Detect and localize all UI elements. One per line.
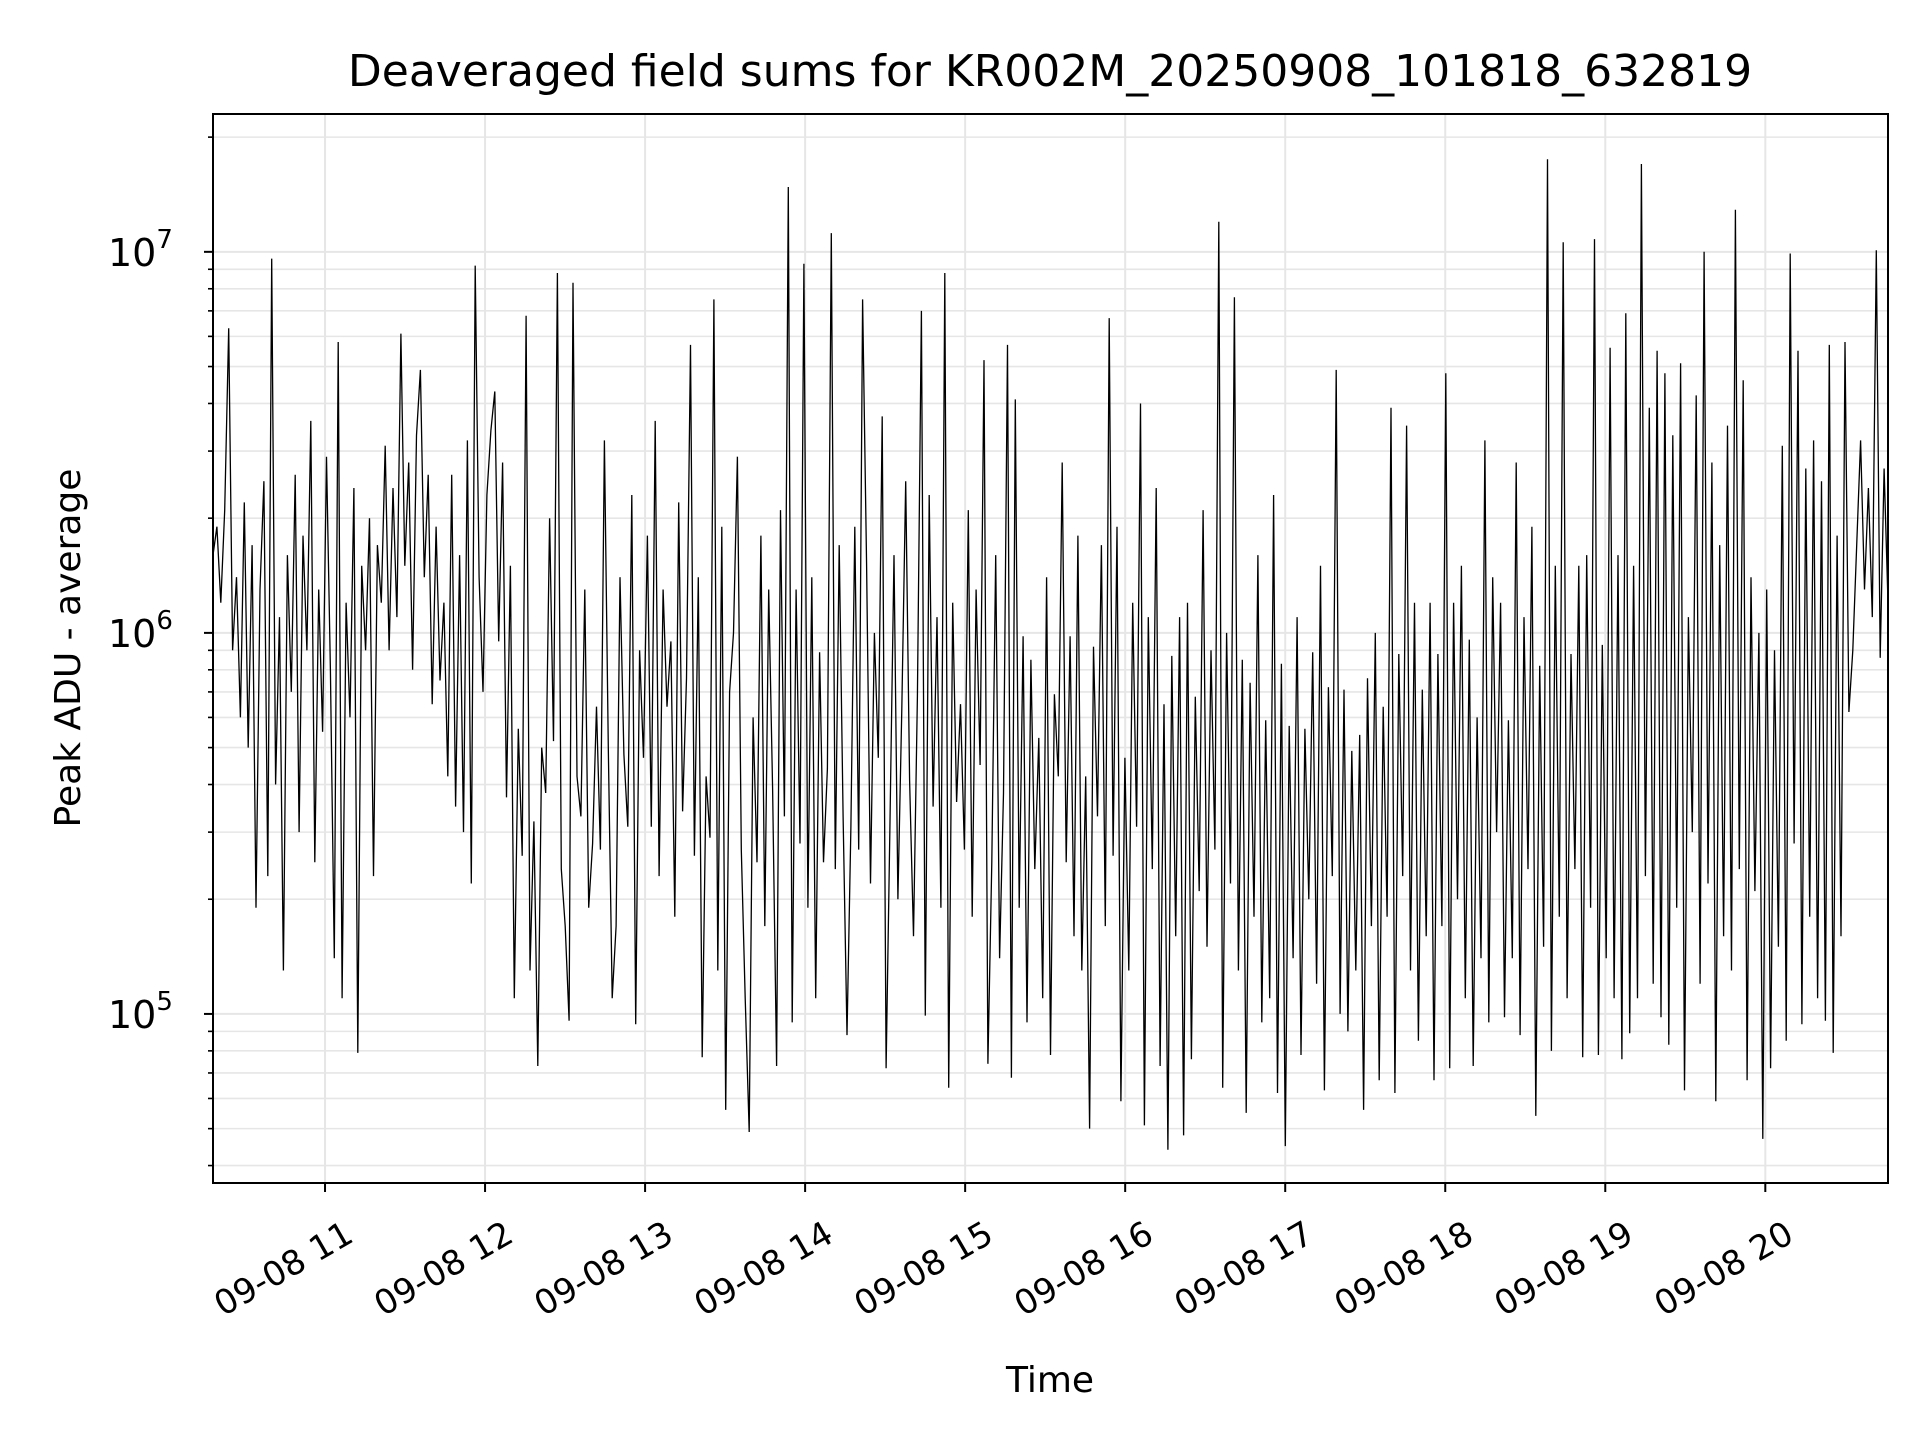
gridlines xyxy=(213,114,1888,1183)
chart-title: Deaveraged field sums for KR002M_2025090… xyxy=(348,46,1752,97)
y-tick-exponent: 6 xyxy=(156,606,173,636)
series-group xyxy=(212,159,1889,1150)
plot-frame xyxy=(212,113,1889,1184)
y-tick-exponent: 7 xyxy=(156,225,173,255)
y-axis-label: Peak ADU - average xyxy=(48,469,89,828)
y-tick-exponent: 5 xyxy=(156,987,173,1017)
series-line xyxy=(212,159,1889,1150)
x-axis-label: Time xyxy=(1005,1360,1094,1401)
